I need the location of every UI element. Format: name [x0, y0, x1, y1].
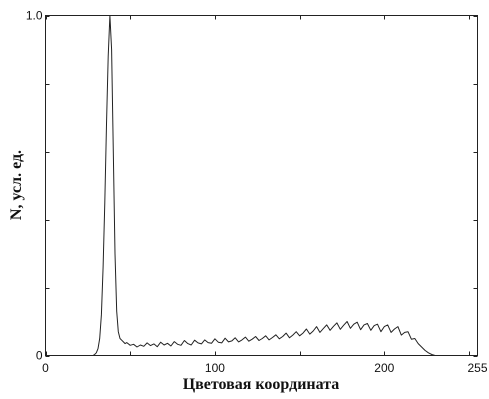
- x-tick-label: 0: [42, 361, 49, 375]
- tick-labels: 0 100 200 255 0 1.0: [26, 9, 488, 376]
- y-tick-label: 1.0: [26, 9, 43, 23]
- plot-area-frame: [45, 15, 478, 356]
- y-axis-title: N, усл. ед.: [8, 150, 25, 220]
- tick-marks: [45, 15, 478, 357]
- histogram-line: [45, 15, 478, 356]
- x-tick-label: 255: [467, 361, 487, 375]
- y-tick-label: 0: [36, 349, 43, 363]
- x-tick-label: 100: [205, 361, 225, 375]
- x-axis-title: Цветовая координата: [183, 376, 340, 393]
- x-tick-label: 200: [374, 361, 394, 375]
